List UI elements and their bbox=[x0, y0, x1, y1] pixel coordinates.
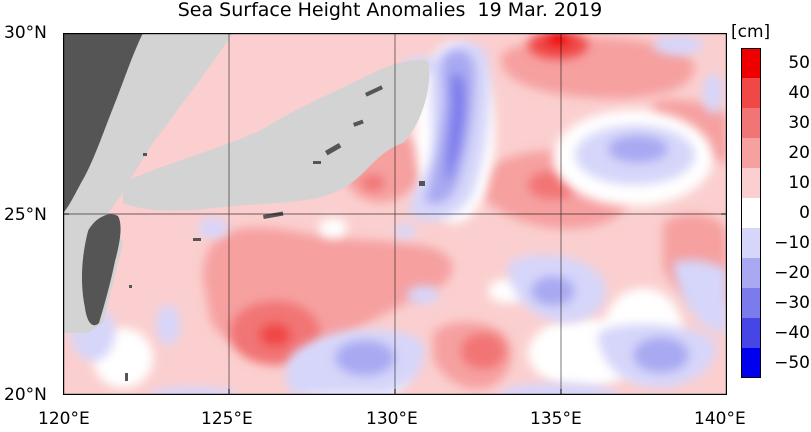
title-text: Sea Surface Height Anomalies bbox=[177, 0, 466, 21]
anomaly-negative-zone bbox=[446, 72, 466, 183]
map-title: Sea Surface Height Anomalies 19 Mar. 201… bbox=[0, 1, 780, 20]
colorbar-frame bbox=[741, 48, 761, 378]
colorbar-tick-label: 50 bbox=[788, 53, 810, 73]
anomaly-negative-zone bbox=[608, 135, 668, 163]
islands bbox=[125, 85, 425, 381]
colorbar-swatch bbox=[741, 138, 761, 169]
anomaly-negative-zone bbox=[498, 383, 618, 395]
lat-label-20n: 20°N bbox=[4, 385, 47, 405]
colorbar-swatch bbox=[741, 318, 761, 349]
colorbar-tick-label: −20 bbox=[774, 263, 810, 283]
anomaly-core bbox=[461, 333, 505, 369]
colorbar-tick-label: 40 bbox=[788, 83, 810, 103]
colorbar-swatch bbox=[741, 228, 761, 259]
map-plot bbox=[63, 33, 727, 395]
colorbar-swatch bbox=[741, 48, 761, 79]
anomaly-negative-zone bbox=[653, 35, 703, 55]
title-date: 19 Mar. 2019 bbox=[477, 0, 603, 21]
shelf-nodata-area bbox=[123, 60, 430, 211]
anomaly-core bbox=[546, 33, 570, 47]
anomaly-negative-zone bbox=[395, 223, 415, 239]
anomaly-negative-zone bbox=[198, 218, 228, 238]
colorbar-tick-label: 10 bbox=[788, 173, 810, 193]
colorbar bbox=[741, 48, 761, 378]
colorbar-unit: [cm] bbox=[731, 22, 771, 42]
lat-label-30n: 30°N bbox=[4, 23, 47, 43]
anomaly-negative-zone bbox=[156, 305, 180, 345]
lon-label-135e: 135°E bbox=[530, 409, 582, 429]
land-taiwan bbox=[81, 214, 121, 326]
colorbar-tick-label: −10 bbox=[774, 233, 810, 253]
colorbar-swatch bbox=[741, 288, 761, 319]
lon-label-130e: 130°E bbox=[366, 409, 418, 429]
colorbar-tick-label: 30 bbox=[788, 113, 810, 133]
colorbar-swatch bbox=[741, 78, 761, 109]
anomaly-negative-zone bbox=[335, 340, 395, 376]
colorbar-tick-label: −50 bbox=[774, 353, 810, 373]
map-frame bbox=[63, 33, 727, 395]
colorbar-tick-label: −40 bbox=[774, 323, 810, 343]
anomaly-negative-zone bbox=[703, 73, 723, 113]
colorbar-swatch bbox=[741, 348, 761, 378]
graticule bbox=[63, 33, 727, 395]
lat-label-25n: 25°N bbox=[4, 205, 47, 225]
anomaly-negative-zone bbox=[407, 286, 439, 304]
colorbar-tick-label: −30 bbox=[774, 293, 810, 313]
anomaly-negative-zone bbox=[633, 337, 689, 373]
lon-label-120e: 120°E bbox=[38, 409, 90, 429]
anomaly-negative-zone bbox=[148, 387, 238, 395]
colorbar-swatch bbox=[741, 258, 761, 289]
colorbar-tick-label: 20 bbox=[788, 143, 810, 163]
lon-label-140e: 140°E bbox=[694, 409, 746, 429]
anomaly-neutral-band bbox=[319, 218, 347, 238]
anomaly-negative-zone bbox=[673, 260, 727, 333]
anomaly-negative-zone bbox=[531, 276, 575, 306]
colorbar-swatch bbox=[741, 198, 761, 229]
lon-label-125e: 125°E bbox=[201, 409, 253, 429]
anomaly-core bbox=[361, 175, 385, 191]
colorbar-tick-label: 0 bbox=[799, 203, 810, 223]
colorbar-swatch bbox=[741, 168, 761, 199]
mainland-coast bbox=[63, 33, 143, 213]
anomaly-core bbox=[259, 323, 291, 347]
colorbar-swatch bbox=[741, 108, 761, 139]
